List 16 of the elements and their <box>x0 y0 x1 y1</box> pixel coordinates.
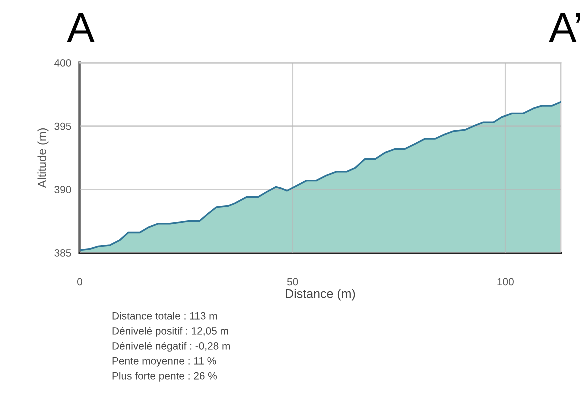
y-axis-title: Altitude (m) <box>38 128 49 188</box>
x-tick-label: 50 <box>287 278 298 286</box>
text: Dénivelé négatif : -0,28 m <box>112 342 230 352</box>
x-axis-title: Distance (m) <box>286 289 356 301</box>
x-tick-label: 0 <box>78 278 82 286</box>
text: Distance totale : 113 m <box>112 312 218 320</box>
text: A’ <box>549 14 580 42</box>
y-tick-label: 395 <box>54 122 72 130</box>
text: Pente moyenne : 11 % <box>112 357 216 367</box>
y-tick-label: 400 <box>54 60 72 67</box>
y-tick-label: 390 <box>54 186 72 194</box>
x-tick-label: 100 <box>498 278 514 286</box>
text: Dénivelé positif : 12,05 m <box>112 327 228 337</box>
y-tick-label: 385 <box>54 250 72 257</box>
text: A <box>67 14 95 42</box>
text: Plus forte pente : 26 % <box>112 372 218 382</box>
